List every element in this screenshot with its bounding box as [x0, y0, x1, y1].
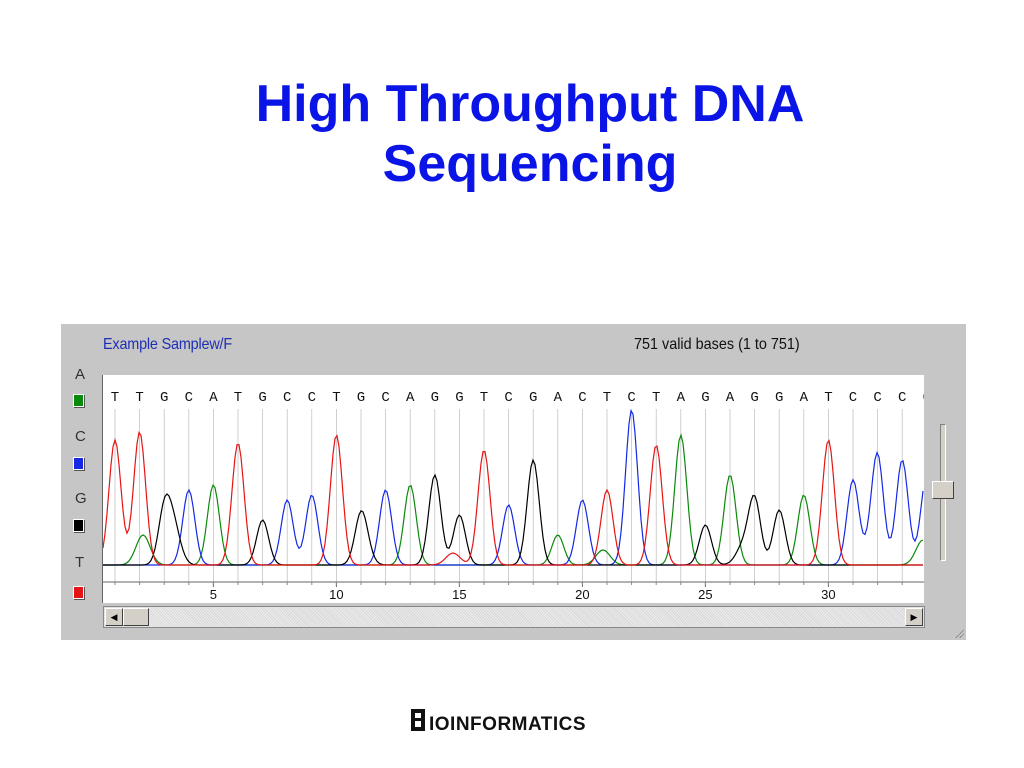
legend-label-g: G	[75, 490, 87, 507]
base-call: T	[332, 390, 340, 406]
base-call: C	[578, 390, 586, 406]
valid-bases-count: 751 valid bases (1 to 751)	[634, 336, 800, 353]
base-call: G	[258, 390, 266, 406]
base-call: G	[455, 390, 463, 406]
base-call: C	[923, 390, 924, 406]
arrow-left-icon[interactable]: ◀	[105, 608, 123, 626]
slide-title: High Throughput DNA Sequencing	[255, 75, 805, 193]
base-call: G	[775, 390, 783, 406]
base-call: G	[529, 390, 537, 406]
legend-label-t: T	[75, 554, 85, 571]
base-call: C	[504, 390, 512, 406]
trace-plot[interactable]: TTGCATGCCTGCAGGTCGACTCTAGAGGATCCCCC 5101…	[102, 375, 924, 603]
base-call: C	[627, 390, 635, 406]
legend-label-c: C	[75, 428, 86, 445]
trace-t	[103, 431, 923, 566]
base-call: C	[185, 390, 193, 406]
arrow-right-icon[interactable]: ▶	[905, 608, 923, 626]
base-call: G	[701, 390, 709, 406]
trace-c	[103, 409, 924, 566]
position-tick-label: 10	[329, 587, 343, 602]
base-call: A	[554, 390, 563, 406]
position-tick-label: 30	[821, 587, 835, 602]
a-channel-swatch[interactable]	[73, 394, 84, 407]
t-channel-swatch[interactable]	[73, 586, 84, 599]
c-channel-swatch[interactable]	[73, 457, 84, 470]
base-call: A	[209, 390, 218, 406]
base-call: C	[283, 390, 291, 406]
base-call: T	[652, 390, 660, 406]
g-channel-swatch[interactable]	[73, 519, 84, 532]
scroll-thumb[interactable]	[123, 608, 149, 626]
base-call: T	[234, 390, 242, 406]
base-call: G	[431, 390, 439, 406]
base-call: T	[824, 390, 832, 406]
base-call: G	[160, 390, 168, 406]
horizontal-scrollbar[interactable]: ◀ ▶	[103, 606, 925, 628]
base-call: T	[111, 390, 119, 406]
position-tick-label: 25	[698, 587, 712, 602]
svg-text:IOINFORMATICS: IOINFORMATICS	[429, 714, 586, 735]
base-call: G	[750, 390, 758, 406]
base-call: A	[406, 390, 415, 406]
base-call: A	[677, 390, 686, 406]
base-call: C	[898, 390, 906, 406]
position-tick-label: 20	[575, 587, 589, 602]
base-call: C	[873, 390, 881, 406]
legend-label-a: A	[75, 366, 86, 383]
base-call: C	[849, 390, 857, 406]
position-tick-label: 15	[452, 587, 466, 602]
bioinformatics-logo: IOINFORMATICS	[411, 709, 586, 735]
base-call: A	[726, 390, 735, 406]
base-call: C	[381, 390, 389, 406]
base-call: T	[480, 390, 488, 406]
base-call: C	[308, 390, 316, 406]
sample-name: Example Samplew/F	[103, 336, 232, 353]
base-call: A	[800, 390, 809, 406]
position-tick-label: 5	[210, 587, 217, 602]
base-call: T	[135, 390, 143, 406]
vertical-zoom-thumb[interactable]	[932, 481, 954, 499]
base-call: G	[357, 390, 365, 406]
base-call: T	[603, 390, 611, 406]
trace-canvas: TTGCATGCCTGCAGGTCGACTCTAGAGGATCCCCC 5101…	[103, 390, 924, 602]
chromatogram-viewer: Example Samplew/F 751 valid bases (1 to …	[61, 324, 966, 640]
resize-grip-icon[interactable]	[954, 628, 964, 638]
